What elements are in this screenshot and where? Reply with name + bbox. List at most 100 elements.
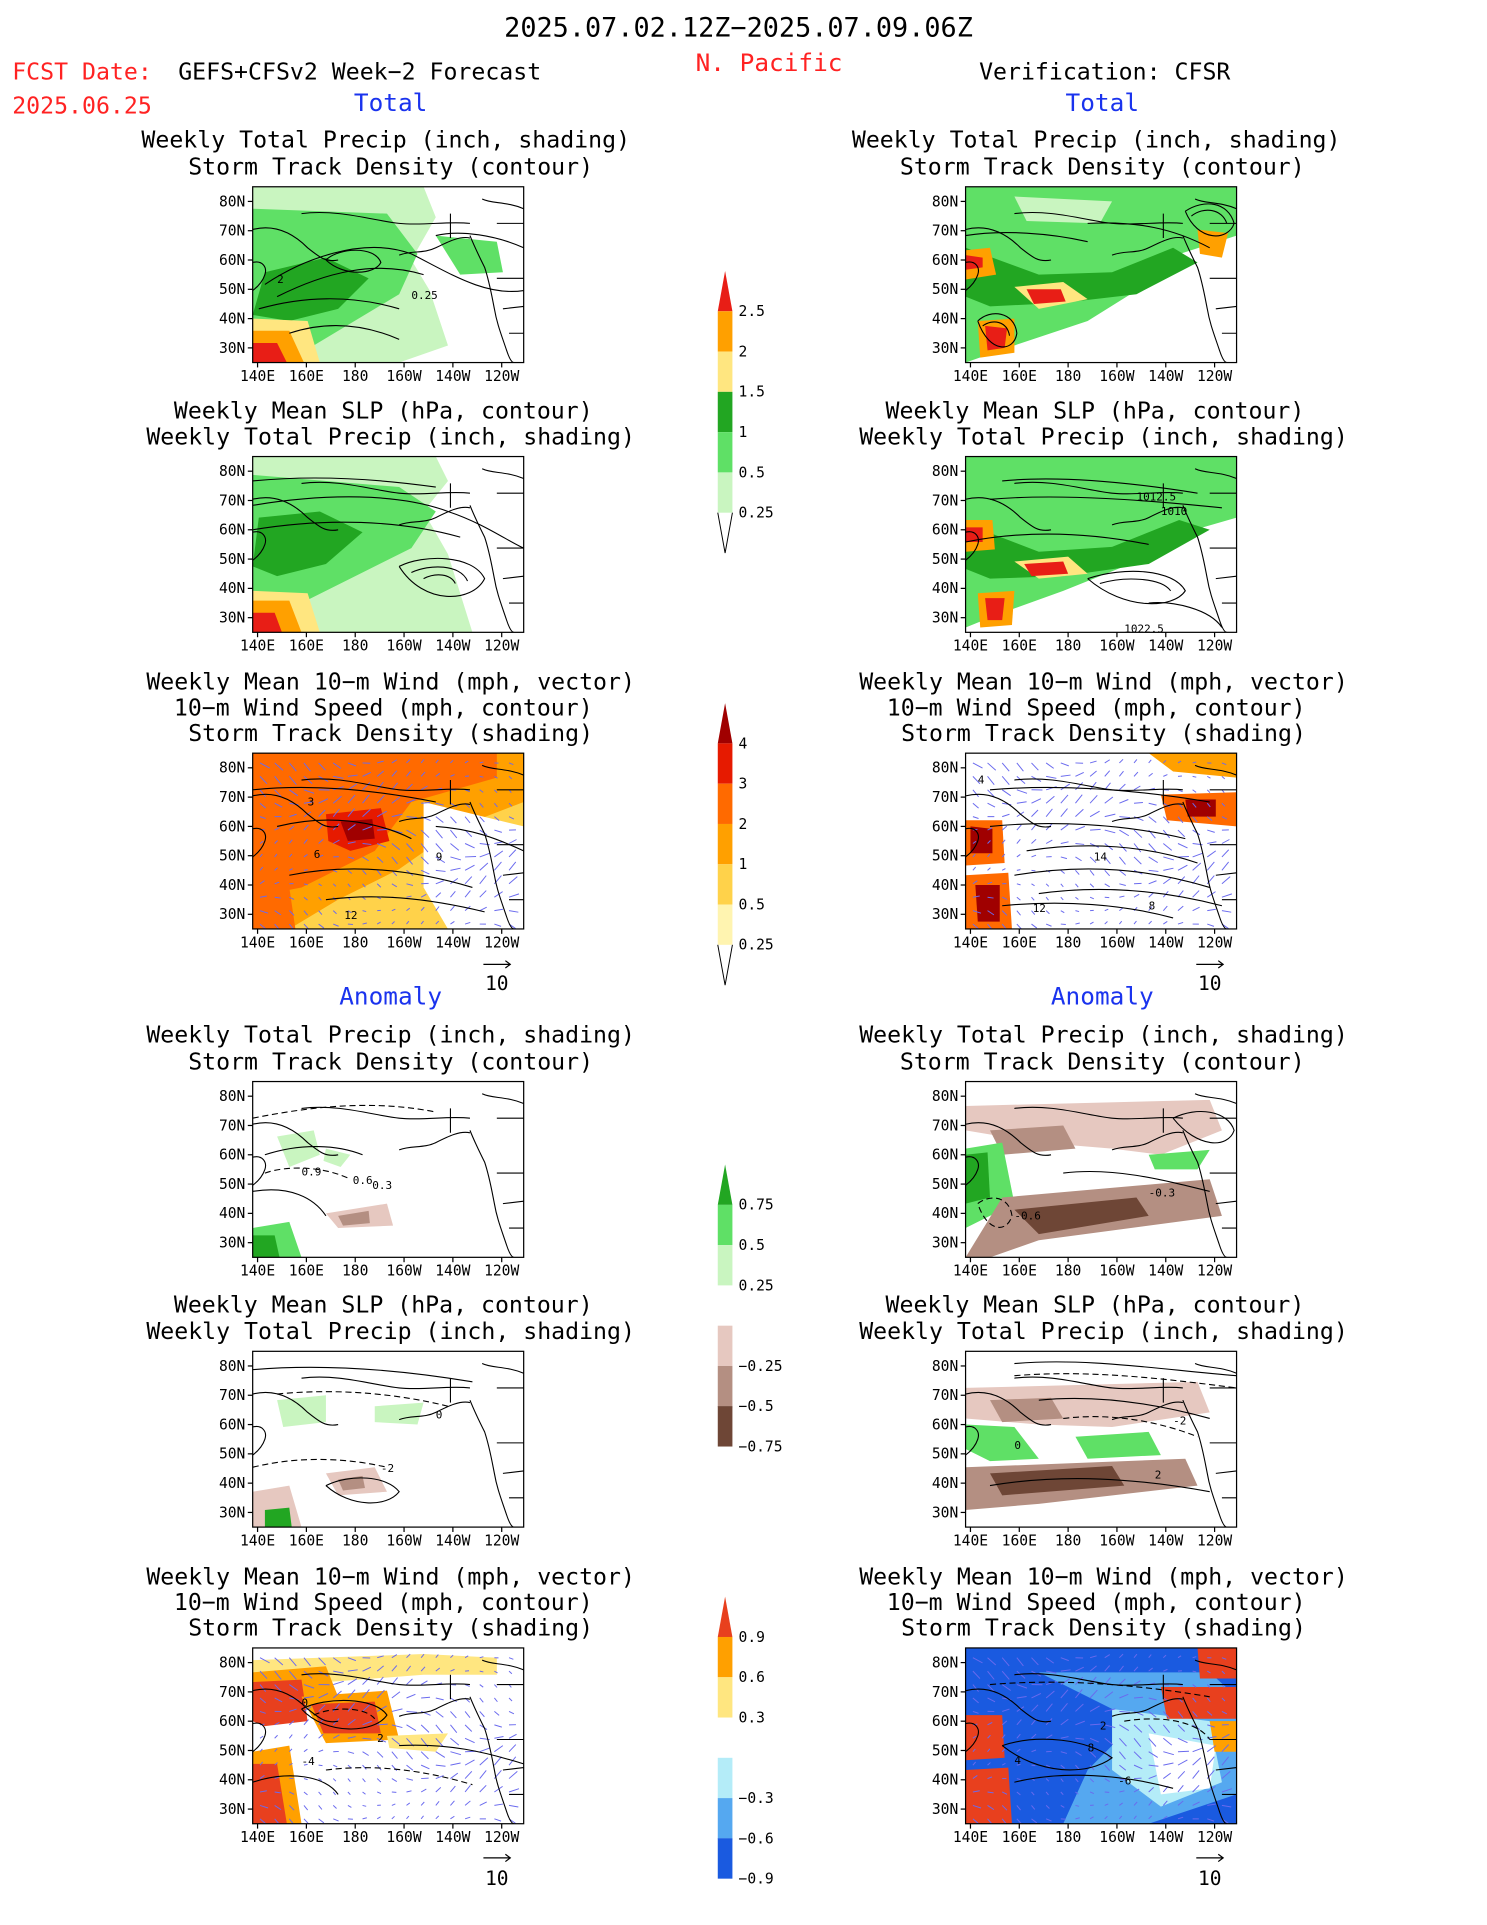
lat-label: 50N <box>219 848 245 865</box>
wind-vector <box>1045 923 1052 927</box>
lat-label: 30N <box>932 1801 958 1818</box>
lon-label: 180 <box>342 1532 368 1549</box>
wind-vector <box>347 1791 351 1796</box>
coastline-aleutians <box>1111 506 1183 526</box>
p10-title-1: Weekly Mean SLP (hPa, contour) <box>886 1291 1305 1318</box>
map-panel-5: 3 6 9 12 80N 70N 60N 50N 40N 30N 140E 160E 180 160W 14… <box>219 752 525 951</box>
wind-vector <box>1075 1817 1080 1820</box>
contour-label: 6 <box>314 848 321 861</box>
wind-vector <box>1192 816 1198 823</box>
wind-vector <box>1001 910 1008 916</box>
wind-vector <box>274 1818 280 1824</box>
wind-vector <box>274 1684 282 1692</box>
wind-vector <box>1001 776 1010 786</box>
wind-vector <box>1207 1803 1216 1806</box>
wind-vector <box>1192 862 1202 871</box>
wind-vector <box>1104 883 1110 888</box>
lon-label: 140E <box>240 1263 275 1280</box>
wind-vector <box>972 1710 979 1714</box>
wind-vector <box>1162 816 1170 824</box>
map-frame <box>964 455 1238 633</box>
wind-vector <box>377 1737 387 1743</box>
wind-vector <box>420 906 425 911</box>
wind-vector <box>508 1804 519 1808</box>
wind-vector <box>464 1800 471 1806</box>
wind-vector <box>1148 1751 1158 1758</box>
wind-vector <box>274 802 283 808</box>
lat-label: 50N <box>932 281 958 298</box>
wind-vector <box>1148 1697 1157 1701</box>
wind-vector <box>1192 761 1197 764</box>
wind-vector <box>362 782 371 791</box>
contour-line <box>399 1744 524 1765</box>
vector-ref-p5-label: 10 <box>485 972 509 995</box>
wind-vector <box>377 1791 382 1795</box>
wind-vector <box>1060 1751 1068 1754</box>
coastline-arctic <box>1014 1376 1183 1390</box>
lon-label: 180 <box>342 368 368 385</box>
wind-vector <box>1177 1724 1186 1732</box>
wind-vector <box>450 1800 455 1806</box>
coastline-japan <box>965 1156 979 1186</box>
wind-vector <box>1045 762 1054 769</box>
wind-vector <box>1177 1816 1184 1820</box>
contour-line <box>1002 478 1198 494</box>
wind-vector <box>362 856 369 862</box>
coastline-asia <box>965 793 1052 828</box>
wind-vector <box>1045 1734 1053 1739</box>
wind-vector <box>318 1791 322 1796</box>
lon-label: 160W <box>1099 638 1134 655</box>
wind-vector <box>1133 1801 1138 1806</box>
wind-vector <box>1016 910 1021 916</box>
shading-region <box>989 1397 1064 1423</box>
wind-vector <box>347 1751 355 1754</box>
wind-vector <box>1089 1737 1100 1743</box>
wind-vector <box>1133 1815 1137 1820</box>
wind-vector <box>1089 883 1095 888</box>
wind-vector <box>494 850 504 858</box>
wind-vector <box>274 789 282 798</box>
wind-vector <box>406 770 412 777</box>
wind-vector <box>259 1775 265 1779</box>
wind-vector <box>274 896 281 899</box>
wind-vector <box>1221 1804 1232 1808</box>
lat-label: 70N <box>932 492 958 509</box>
vector-ref-p12-label: 10 <box>1198 1867 1222 1890</box>
lon-label: 160W <box>1099 1829 1134 1846</box>
wind-vector <box>391 883 398 888</box>
wind-vector <box>1075 1737 1085 1740</box>
p6-title-3: Storm Track Density (shading) <box>901 720 1306 747</box>
wind-vector <box>288 923 294 929</box>
shading-region <box>252 343 287 363</box>
colorbar-segment <box>717 1204 733 1246</box>
wind-vector <box>1207 841 1217 844</box>
wind-vector <box>362 1676 371 1685</box>
lat-label: 50N <box>932 551 958 568</box>
wind-vector <box>274 1776 280 1780</box>
p4-title-2: Weekly Total Precip (inch, shading) <box>859 423 1348 450</box>
wind-vector <box>1016 854 1021 858</box>
wind-vector <box>259 1818 267 1824</box>
wind-vector <box>450 877 459 885</box>
p12-title-1: Weekly Mean 10−m Wind (mph, vector) <box>859 1563 1348 1590</box>
wind-vector <box>1119 1724 1130 1731</box>
contour-label: 14 <box>1094 851 1108 864</box>
wind-vector <box>987 776 995 786</box>
contour-lines <box>252 477 524 597</box>
wind-vector <box>1045 883 1050 887</box>
wind-vector <box>435 906 440 911</box>
wind-vector <box>1119 1802 1123 1806</box>
wind-vector <box>1206 802 1211 808</box>
wind-vector <box>972 789 979 798</box>
wind-vector <box>1045 795 1055 804</box>
lat-label: 60N <box>932 818 958 835</box>
map-panel-2: 80N 70N 60N 50N 40N 30N 140E 160E 180 160W 140W 120… <box>932 186 1238 385</box>
wind-vector <box>494 789 498 794</box>
wind-vector <box>1148 1737 1157 1747</box>
colorbar-segment <box>717 1325 733 1366</box>
p7-title-1: Weekly Total Precip (inch, shading) <box>146 1021 635 1048</box>
wind-vector <box>1045 1690 1055 1699</box>
coastlines <box>252 198 524 363</box>
wind-vector <box>450 1815 455 1820</box>
